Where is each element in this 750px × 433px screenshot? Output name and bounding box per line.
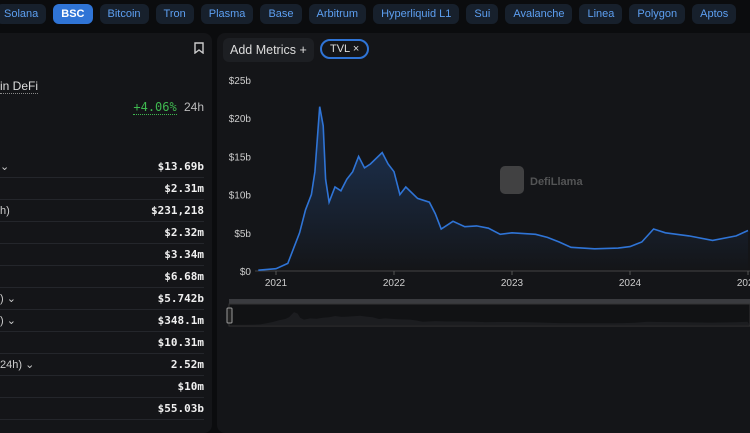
tvl-line xyxy=(258,106,749,271)
x-tick-label: 2024 xyxy=(619,278,642,289)
metric-value: $10.31m xyxy=(157,336,204,349)
chain-tab[interactable]: Plasma xyxy=(200,4,254,24)
chain-tab[interactable]: Arbitrum xyxy=(308,4,367,24)
chevron-down-icon[interactable]: ⌄ xyxy=(25,359,35,371)
metric-value: $231,218 xyxy=(151,204,204,217)
watermark-text: DefiLlama xyxy=(530,176,583,188)
chain-tab[interactable]: Aptos xyxy=(692,4,737,24)
x-tick-label: 2021 xyxy=(265,278,288,289)
metric-row: $2.32m xyxy=(0,222,204,244)
metric-value: $5.742b xyxy=(157,292,204,305)
metric-row: ⌄ $13.69b xyxy=(0,156,204,178)
metric-value: $2.31m xyxy=(164,182,204,195)
metric-row: ) ⌄ $348.1m xyxy=(0,310,204,332)
range-handle-left[interactable] xyxy=(226,307,233,324)
metric-row: $55.03b xyxy=(0,398,204,420)
metric-value: $10m xyxy=(177,380,205,393)
x-tick-label: 2022 xyxy=(383,278,406,289)
metric-value: $6.68m xyxy=(164,270,204,283)
y-tick-label: $0 xyxy=(240,267,252,278)
metric-value: $348.1m xyxy=(157,314,204,327)
chain-tab[interactable]: Polygon xyxy=(629,4,686,24)
defi-link[interactable]: in DeFi xyxy=(0,79,39,94)
overview-panel: in DeFi +4.06% 24h ⌄ $13.69b $2.31m h) $231,… xyxy=(0,33,212,433)
metric-value: 2.52m xyxy=(170,358,204,371)
chain-tab[interactable]: Avalanche xyxy=(505,4,573,24)
metric-row: 24h) ⌄ 2.52m xyxy=(0,354,204,376)
x-tick-label: 2023 xyxy=(501,278,524,289)
metric-row: $10.31m xyxy=(0,332,204,354)
chain-tab[interactable]: Linea xyxy=(579,4,623,24)
chain-tab[interactable]: Solana xyxy=(0,4,47,24)
tvl-area xyxy=(258,106,748,271)
metric-row: $2.31m xyxy=(0,178,204,200)
metric-row: $6.68m xyxy=(0,266,204,288)
metric-row: h) $231,218 xyxy=(0,200,204,222)
chain-tab[interactable]: BSC xyxy=(53,4,93,24)
chain-tab[interactable]: Tron xyxy=(155,4,194,24)
close-icon[interactable]: × xyxy=(352,43,360,55)
defillama-watermark: DefiLlama xyxy=(500,166,583,194)
change-period: 24h xyxy=(183,100,204,114)
y-tick-label: $20b xyxy=(229,114,252,125)
y-tick-label: $10b xyxy=(229,191,252,202)
bookmark-icon[interactable] xyxy=(194,42,204,54)
add-metrics-label: Add Metrics xyxy=(230,43,296,57)
metric-label: 24h) ⌄ xyxy=(0,359,35,371)
x-tick-label: 2025 xyxy=(737,278,750,289)
chain-tab[interactable]: Base xyxy=(260,4,302,24)
tvl-change: +4.06% 24h xyxy=(133,100,204,115)
metric-label: ⌄ xyxy=(0,160,9,173)
chevron-down-icon[interactable]: ⌄ xyxy=(6,315,16,327)
range-slider-bar[interactable] xyxy=(229,299,750,304)
add-metrics-button[interactable]: Add Metrics + xyxy=(223,38,314,62)
change-value: +4.06% xyxy=(133,100,177,115)
metric-label: ) ⌄ xyxy=(0,293,16,305)
chevron-down-icon[interactable]: ⌄ xyxy=(0,161,10,173)
metric-label: h) xyxy=(0,204,10,217)
metric-value: $55.03b xyxy=(157,402,204,415)
metric-value: $3.34m xyxy=(164,248,204,261)
metrics-list: ⌄ $13.69b $2.31m h) $231,218 $2.32m $3.34m $6.6… xyxy=(0,156,204,420)
metric-row: $10m xyxy=(0,376,204,398)
metric-tag-label: TVL xyxy=(330,43,350,55)
chain-tab[interactable]: Bitcoin xyxy=(99,4,149,24)
y-tick-label: $25b xyxy=(229,76,252,87)
metric-tag-tvl[interactable]: TVL × xyxy=(320,39,370,59)
metric-value: $2.32m xyxy=(164,226,204,239)
chevron-down-icon[interactable]: ⌄ xyxy=(6,293,16,305)
y-tick-label: $5b xyxy=(234,229,251,240)
metric-row: ) ⌄ $5.742b xyxy=(0,288,204,310)
navigator-preview xyxy=(229,312,750,325)
metric-value: $13.69b xyxy=(157,160,204,173)
chain-tabs: Solana BSC Bitcoin Tron Plasma Base Arbitrum Hy… xyxy=(0,4,737,24)
metric-row: $3.34m xyxy=(0,244,204,266)
plus-icon: + xyxy=(299,43,307,57)
metric-label: ) ⌄ xyxy=(0,315,16,327)
chain-tab[interactable]: Hyperliquid L1 xyxy=(373,4,460,24)
y-tick-label: $15b xyxy=(229,152,252,163)
chain-tab[interactable]: Sui xyxy=(466,4,499,24)
